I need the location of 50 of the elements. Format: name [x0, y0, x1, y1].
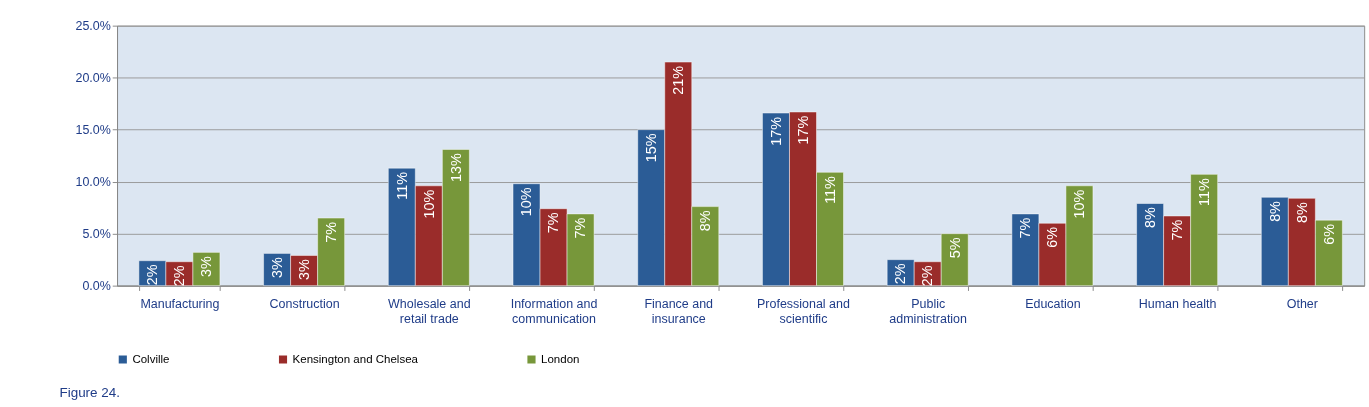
- legend-label: London: [541, 353, 580, 366]
- x-tick-label: Finance and insurance: [644, 297, 714, 326]
- x-tick-label: Wholesale and retail trade: [388, 297, 471, 326]
- y-tick-label: 5.0%: [82, 226, 111, 241]
- x-tick-label: Human health: [1138, 297, 1217, 312]
- data-label: 10%: [518, 187, 535, 217]
- data-label: 7%: [1017, 217, 1034, 239]
- data-label: 3%: [198, 255, 215, 277]
- data-label: 15%: [643, 133, 660, 163]
- data-label: 17%: [794, 115, 811, 145]
- data-label: 3%: [268, 257, 285, 279]
- data-label: 8%: [697, 210, 714, 232]
- y-tick-label: 10.0%: [75, 174, 111, 189]
- data-label: 2%: [919, 265, 936, 287]
- data-label: 17%: [767, 116, 784, 146]
- data-label: 8%: [1141, 207, 1158, 229]
- caption: Figure 24.: [59, 384, 120, 400]
- data-label: 2%: [892, 263, 909, 285]
- data-label: 7%: [545, 212, 562, 234]
- legend-label: Kensington and Chelsea: [292, 353, 419, 366]
- data-label: 10%: [420, 189, 437, 219]
- legend-label: Colville: [132, 353, 170, 366]
- data-label: 11%: [1195, 177, 1212, 206]
- data-label: 11%: [821, 175, 838, 204]
- data-label: 6%: [1044, 226, 1061, 248]
- data-label: 2%: [171, 265, 188, 287]
- data-label: 11%: [393, 171, 410, 200]
- x-tick-label: Public administration: [889, 297, 968, 326]
- data-label: 13%: [447, 153, 464, 183]
- data-label: 7%: [322, 221, 339, 243]
- data-label: 10%: [1071, 189, 1088, 219]
- x-tick-label: Information and communication: [510, 297, 598, 326]
- y-tick-label: 15.0%: [75, 122, 111, 137]
- y-tick-label: 20.0%: [75, 70, 111, 85]
- y-tick-label: 0.0%: [82, 278, 111, 293]
- x-tick-label: Education: [1025, 297, 1081, 312]
- x-tick-label: Professional and scientific: [757, 297, 850, 326]
- data-label: 6%: [1320, 223, 1337, 245]
- data-label: 21%: [670, 65, 687, 95]
- data-label: 8%: [1293, 201, 1310, 223]
- data-label: 7%: [1168, 219, 1185, 241]
- data-label: 5%: [946, 237, 963, 259]
- x-tick-label: Construction: [269, 297, 340, 312]
- x-tick-label: Manufacturing: [140, 297, 220, 312]
- data-label: 2%: [144, 264, 161, 286]
- x-tick-label: Other: [1286, 297, 1318, 312]
- y-tick-label: 25.0%: [75, 18, 111, 33]
- data-label: 8%: [1266, 200, 1283, 222]
- data-label: 3%: [295, 259, 312, 281]
- data-label: 7%: [572, 217, 589, 239]
